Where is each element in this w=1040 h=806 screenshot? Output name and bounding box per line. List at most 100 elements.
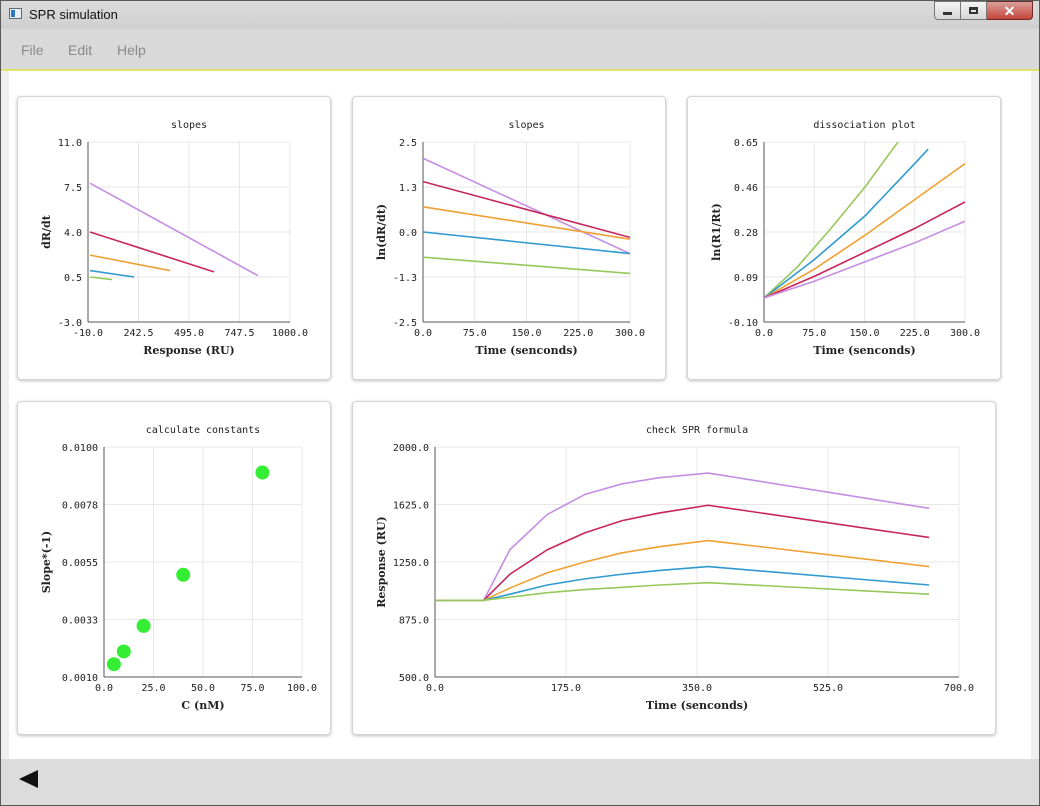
title-bar: SPR simulation ✕ [1,1,1039,29]
y-tick-label: 1250.0 [393,558,429,569]
x-axis-label: Time (senconds) [475,344,577,357]
y-axis-label: dR/dt [40,214,53,249]
x-tick-label: 225.0 [563,328,593,339]
series-line [764,142,899,299]
y-axis-label: Slope*(-1) [40,531,53,594]
x-tick-label: 242.5 [123,328,153,339]
minimize-icon [943,12,952,15]
x-tick-label: 75.0 [463,328,487,339]
y-axis-label: ln(dR/dt) [375,204,388,260]
dissociation-plot-chart: 0.0 75.0 150.0 225.0 300.0 0.65 0.46 0.28 0.09 -0… [710,120,980,357]
series-line [435,581,930,602]
y-axis-label: ln(R1/Rt) [710,203,723,261]
x-tick-label: 1000.0 [272,328,308,339]
x-axis-label: Response (RU) [143,344,235,357]
x-tick-label: -10.0 [73,328,103,339]
series-line [89,231,215,273]
dissociation-plot-panel: 0.0 75.0 150.0 225.0 300.0 0.65 0.46 0.28 0.09 -0… [687,96,1001,380]
x-axis-label: Time (senconds) [813,344,915,357]
y-tick-label: 0.0 [399,228,417,239]
y-tick-label: -2.5 [393,318,417,329]
x-tick-label: 495.0 [174,328,204,339]
y-tick-label: 1625.0 [393,501,429,512]
series-line [423,231,630,255]
x-tick-label: 350.0 [682,683,712,694]
calculate-constants-panel: 0.0 25.0 50.0 75.0 100.0 0.0100 0.0078 0.0055 0.… [17,401,331,735]
chart-title: slopes [508,120,544,131]
y-tick-label: 0.65 [734,138,758,149]
x-tick-label: 150.0 [511,328,541,339]
series-line [423,256,630,275]
y-tick-label: 0.0055 [62,558,98,569]
x-tick-label: 0.0 [755,328,773,339]
y-tick-label: 0.46 [734,183,758,194]
series-line [764,220,965,299]
y-tick-label: 2000.0 [393,443,429,454]
y-tick-label: 0.5 [64,273,82,284]
series-line [89,254,171,272]
y-tick-label: 4.0 [64,228,82,239]
series-line [435,539,930,602]
x-tick-label: 300.0 [950,328,980,339]
y-tick-label: 0.0100 [62,443,98,454]
y-tick-label: 0.0078 [62,501,98,512]
close-icon: ✕ [1003,2,1016,19]
y-tick-label: 2.5 [399,138,417,149]
x-tick-label: 75.0 [802,328,826,339]
y-tick-label: -0.10 [728,318,758,329]
y-tick-label: 11.0 [58,138,82,149]
y-tick-label: 0.0033 [62,616,98,627]
bottom-bar [1,759,1039,805]
check-spr-formula-panel: 0.0 175.0 350.0 525.0 700.0 2000.0 1625.0 1250.… [352,401,996,735]
minimize-button[interactable] [934,1,961,20]
x-tick-label: 0.0 [414,328,432,339]
series-line [764,148,929,299]
slopes-time-chart: 0.0 75.0 150.0 225.0 300.0 2.5 1.3 0.0 -1.3 -2.5 s… [375,120,645,357]
x-tick-label: 150.0 [849,328,879,339]
chart-title: check SPR formula [646,425,748,436]
chart-title: slopes [171,120,207,131]
x-tick-label: 0.0 [426,683,444,694]
charts-area: -10.0 242.5 495.0 747.5 1000.0 11.0 7.5 4.0 0.5 -… [9,71,1031,759]
close-button[interactable]: ✕ [987,1,1033,20]
maximize-icon [969,7,978,14]
x-tick-label: 700.0 [944,683,974,694]
series-line [435,504,930,602]
back-button[interactable] [19,769,41,789]
slopes-time-panel: 0.0 75.0 150.0 225.0 300.0 2.5 1.3 0.0 -1.3 -2.5 s… [352,96,666,380]
slopes-response-panel: -10.0 242.5 495.0 747.5 1000.0 11.0 7.5 4.0 0.5 -… [17,96,331,380]
y-tick-label: 1.3 [399,183,417,194]
x-tick-label: 525.0 [813,683,843,694]
menu-help[interactable]: Help [117,42,146,58]
y-tick-label: 0.28 [734,228,758,239]
check-spr-formula-chart: 0.0 175.0 350.0 525.0 700.0 2000.0 1625.0 1250.… [375,425,974,712]
y-tick-label: 875.0 [399,616,429,627]
maximize-button[interactable] [961,1,987,20]
x-axis-label: C (nM) [181,699,224,712]
calculate-constants-chart: 0.0 25.0 50.0 75.0 100.0 0.0100 0.0078 0.0055 0.… [40,425,317,712]
window-title: SPR simulation [29,7,118,22]
y-tick-label: -3.0 [58,318,82,329]
slopes-response-chart: -10.0 242.5 495.0 747.5 1000.0 11.0 7.5 4.0 0.5 -… [40,120,308,357]
series-line [423,157,630,255]
chart-title: calculate constants [146,425,260,436]
menu-file[interactable]: File [21,42,44,58]
series-line [423,206,630,240]
series-line [89,269,135,278]
x-tick-label: 0.0 [95,683,113,694]
x-axis-label: Time (senconds) [646,699,748,712]
x-tick-label: 25.0 [141,683,165,694]
data-point [136,618,151,633]
data-point [255,465,270,480]
series-line [423,180,630,239]
data-point [176,567,191,582]
menu-edit[interactable]: Edit [68,42,93,58]
x-tick-label: 50.0 [191,683,215,694]
series-line [435,472,930,602]
x-tick-label: 75.0 [240,683,264,694]
window-controls: ✕ [934,1,1033,21]
menu-bar: File Edit Help [1,29,1039,71]
y-tick-label: -1.3 [393,273,417,284]
data-point [106,657,121,672]
chart-title: dissociation plot [813,120,915,131]
